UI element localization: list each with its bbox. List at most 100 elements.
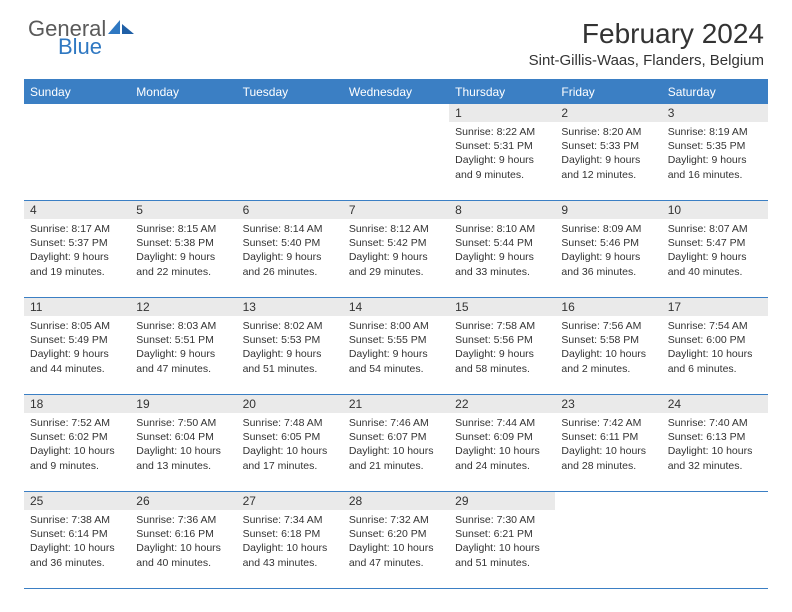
daylight-line-2: and 32 minutes. [668,459,762,473]
day-number: 23 [555,395,661,413]
sunset-line: Sunset: 5:37 PM [30,236,124,250]
sunset-line: Sunset: 6:05 PM [243,430,337,444]
daylight-line-2: and 17 minutes. [243,459,337,473]
sunset-line: Sunset: 6:00 PM [668,333,762,347]
daylight-line-2: and 6 minutes. [668,362,762,376]
day-number: 19 [130,395,236,413]
sunset-line: Sunset: 5:33 PM [561,139,655,153]
day-cell: Sunrise: 7:38 AMSunset: 6:14 PMDaylight:… [24,510,130,588]
daylight-line: Daylight: 9 hours [30,250,124,264]
day-cell: Sunrise: 8:22 AMSunset: 5:31 PMDaylight:… [449,122,555,200]
daylight-line-2: and 47 minutes. [136,362,230,376]
daylight-line-2: and 24 minutes. [455,459,549,473]
daylight-line: Daylight: 10 hours [136,444,230,458]
day-number: 25 [24,492,130,510]
day-cell: Sunrise: 7:34 AMSunset: 6:18 PMDaylight:… [237,510,343,588]
day-cell: Sunrise: 7:48 AMSunset: 6:05 PMDaylight:… [237,413,343,491]
day-number: 13 [237,298,343,316]
day-cell: Sunrise: 8:20 AMSunset: 5:33 PMDaylight:… [555,122,661,200]
day-number: 16 [555,298,661,316]
day-number: 29 [449,492,555,510]
sunrise-line: Sunrise: 7:44 AM [455,416,549,430]
empty-cell [24,104,130,122]
day-number: 5 [130,201,236,219]
sunrise-line: Sunrise: 7:42 AM [561,416,655,430]
sunset-line: Sunset: 6:11 PM [561,430,655,444]
day-cell: Sunrise: 7:40 AMSunset: 6:13 PMDaylight:… [662,413,768,491]
sunrise-line: Sunrise: 7:30 AM [455,513,549,527]
daylight-line-2: and 26 minutes. [243,265,337,279]
day-number: 27 [237,492,343,510]
daylight-line-2: and 19 minutes. [30,265,124,279]
sunrise-line: Sunrise: 8:02 AM [243,319,337,333]
daylight-line-2: and 40 minutes. [136,556,230,570]
daylight-line: Daylight: 10 hours [136,541,230,555]
daylight-line: Daylight: 9 hours [561,153,655,167]
day-number: 6 [237,201,343,219]
day-cell: Sunrise: 8:14 AMSunset: 5:40 PMDaylight:… [237,219,343,297]
sunset-line: Sunset: 6:02 PM [30,430,124,444]
sunset-line: Sunset: 5:38 PM [136,236,230,250]
day-number: 17 [662,298,768,316]
weekday-monday: Monday [130,81,236,104]
daylight-line: Daylight: 10 hours [561,444,655,458]
daylight-line: Daylight: 9 hours [243,347,337,361]
sunset-line: Sunset: 6:09 PM [455,430,549,444]
day-cell: Sunrise: 7:46 AMSunset: 6:07 PMDaylight:… [343,413,449,491]
empty-cell [237,122,343,200]
sunrise-line: Sunrise: 8:14 AM [243,222,337,236]
day-cell: Sunrise: 7:32 AMSunset: 6:20 PMDaylight:… [343,510,449,588]
sunset-line: Sunset: 6:20 PM [349,527,443,541]
daylight-line-2: and 16 minutes. [668,168,762,182]
day-cell: Sunrise: 8:03 AMSunset: 5:51 PMDaylight:… [130,316,236,394]
sunset-line: Sunset: 5:56 PM [455,333,549,347]
day-number: 3 [662,104,768,122]
weekday-header-row: SundayMondayTuesdayWednesdayThursdayFrid… [24,81,768,104]
day-number: 22 [449,395,555,413]
sunset-line: Sunset: 5:40 PM [243,236,337,250]
sunrise-line: Sunrise: 8:15 AM [136,222,230,236]
daylight-line: Daylight: 10 hours [668,347,762,361]
sunrise-line: Sunrise: 7:52 AM [30,416,124,430]
day-cell: Sunrise: 8:12 AMSunset: 5:42 PMDaylight:… [343,219,449,297]
day-cell: Sunrise: 8:10 AMSunset: 5:44 PMDaylight:… [449,219,555,297]
week-row: Sunrise: 8:05 AMSunset: 5:49 PMDaylight:… [24,316,768,395]
day-number: 1 [449,104,555,122]
weekday-sunday: Sunday [24,81,130,104]
sunrise-line: Sunrise: 8:07 AM [668,222,762,236]
day-number: 28 [343,492,449,510]
sunrise-line: Sunrise: 8:00 AM [349,319,443,333]
daynum-row: 2526272829 [24,492,768,510]
daylight-line-2: and 13 minutes. [136,459,230,473]
daylight-line: Daylight: 9 hours [561,250,655,264]
day-number: 26 [130,492,236,510]
day-cell: Sunrise: 7:54 AMSunset: 6:00 PMDaylight:… [662,316,768,394]
sunset-line: Sunset: 5:47 PM [668,236,762,250]
daylight-line: Daylight: 9 hours [455,347,549,361]
sunrise-line: Sunrise: 8:12 AM [349,222,443,236]
daylight-line: Daylight: 10 hours [561,347,655,361]
day-cell: Sunrise: 8:15 AMSunset: 5:38 PMDaylight:… [130,219,236,297]
week-row: Sunrise: 7:38 AMSunset: 6:14 PMDaylight:… [24,510,768,589]
daylight-line-2: and 9 minutes. [455,168,549,182]
sunrise-line: Sunrise: 7:40 AM [668,416,762,430]
sunset-line: Sunset: 5:46 PM [561,236,655,250]
sunset-line: Sunset: 6:18 PM [243,527,337,541]
day-cell: Sunrise: 7:42 AMSunset: 6:11 PMDaylight:… [555,413,661,491]
day-cell: Sunrise: 7:58 AMSunset: 5:56 PMDaylight:… [449,316,555,394]
sunrise-line: Sunrise: 7:58 AM [455,319,549,333]
brand-part2: Blue [58,36,102,58]
sunrise-line: Sunrise: 8:09 AM [561,222,655,236]
daylight-line: Daylight: 9 hours [349,250,443,264]
empty-cell [343,104,449,122]
daylight-line-2: and 29 minutes. [349,265,443,279]
brand-logo: General Blue [28,18,136,58]
day-cell: Sunrise: 8:19 AMSunset: 5:35 PMDaylight:… [662,122,768,200]
daylight-line: Daylight: 10 hours [30,444,124,458]
day-number: 10 [662,201,768,219]
day-cell: Sunrise: 7:36 AMSunset: 6:16 PMDaylight:… [130,510,236,588]
day-cell: Sunrise: 8:07 AMSunset: 5:47 PMDaylight:… [662,219,768,297]
day-cell: Sunrise: 8:17 AMSunset: 5:37 PMDaylight:… [24,219,130,297]
sunrise-line: Sunrise: 7:38 AM [30,513,124,527]
sunrise-line: Sunrise: 7:36 AM [136,513,230,527]
